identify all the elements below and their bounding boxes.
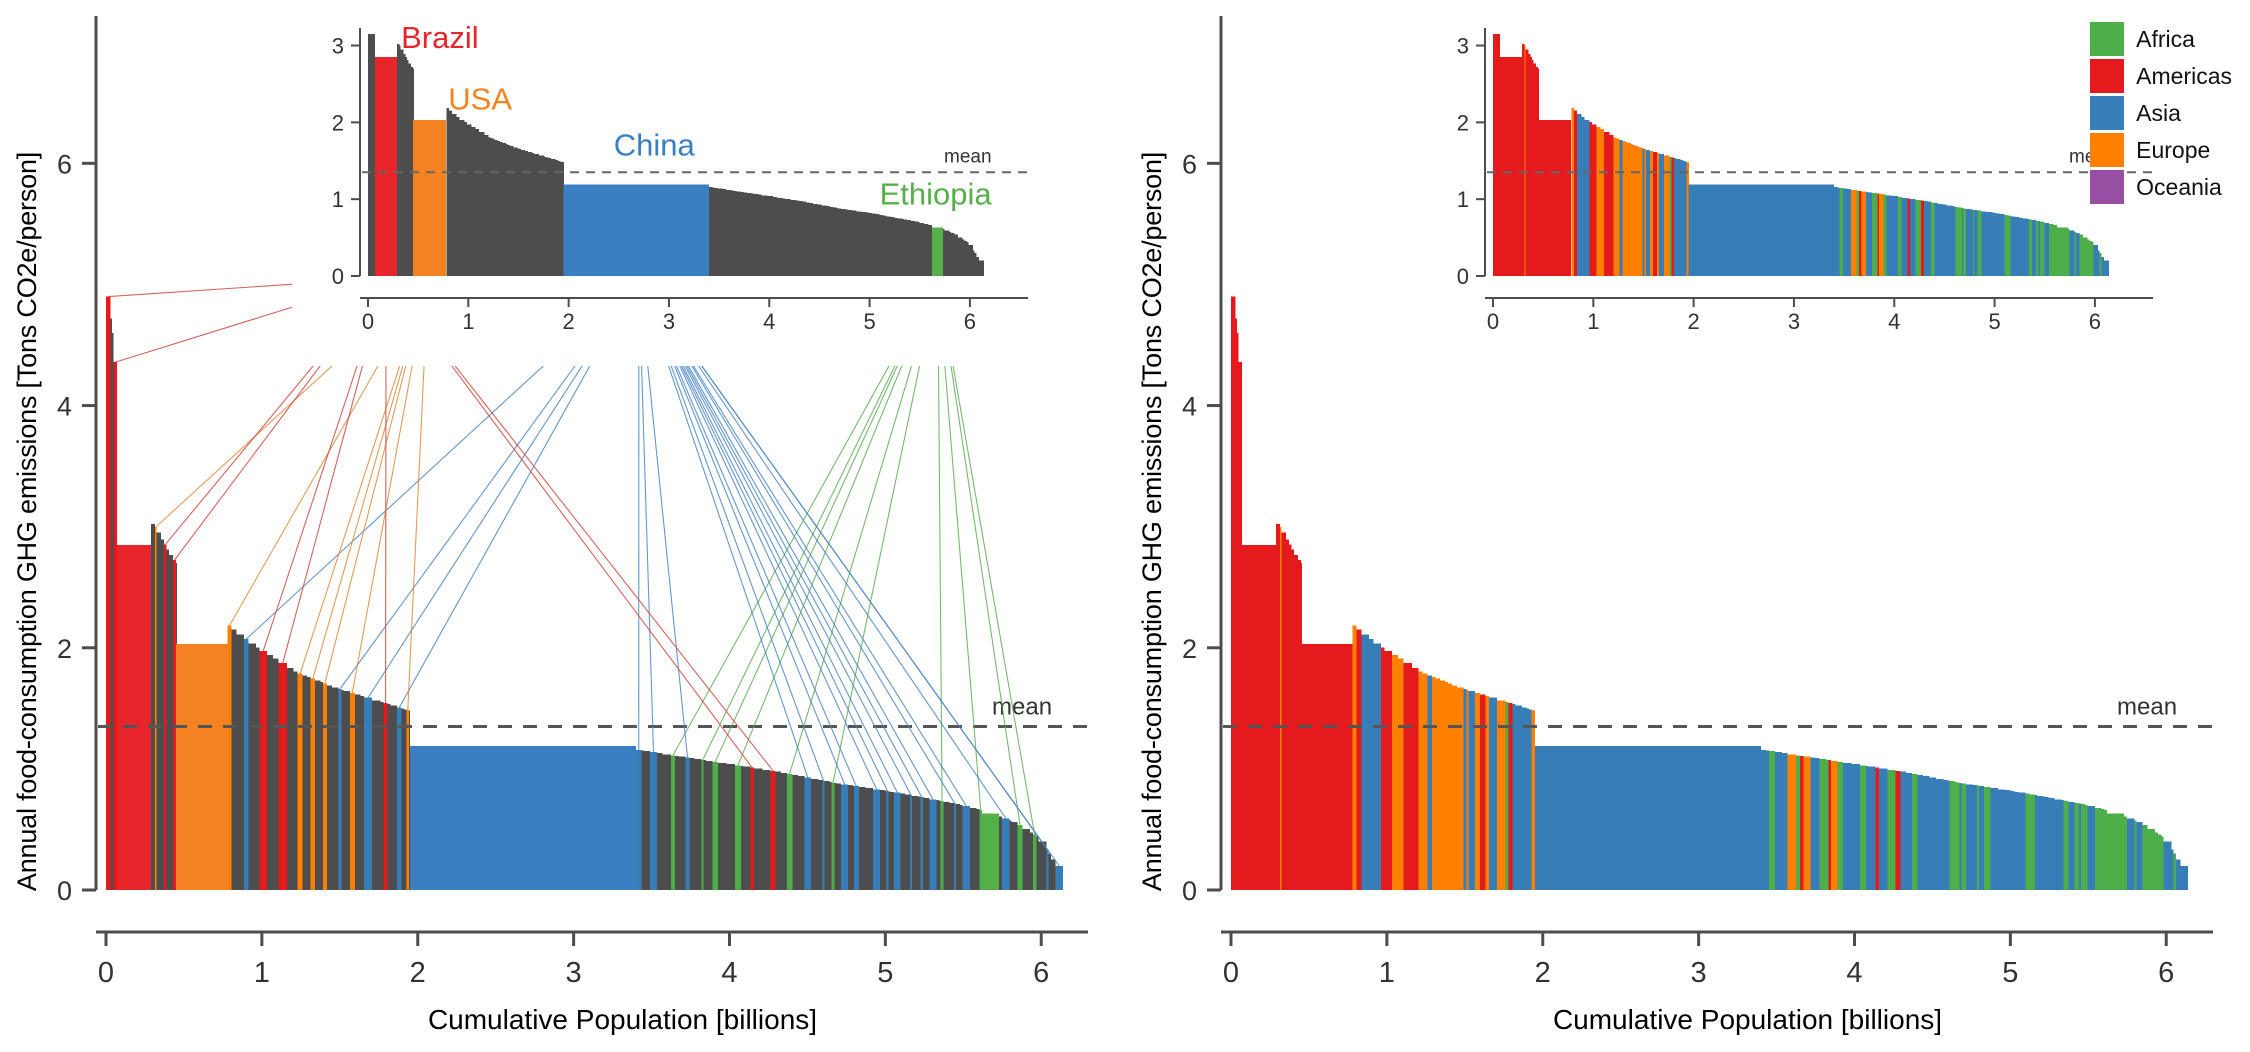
- panel-left: Annual food-consumption GHG emissions [T…: [0, 0, 1125, 1042]
- legend-swatch-americas: [2090, 59, 2124, 93]
- svg-text:4: 4: [1888, 309, 1900, 334]
- callout-label-ethiopia: Ethiopia: [880, 177, 993, 212]
- panel-right: Annual food-consumption GHG emissions [T…: [1125, 0, 2250, 1042]
- continent-legend: Africa Americas Asia Europe Oceania: [2090, 22, 2232, 207]
- svg-text:3: 3: [1691, 957, 1707, 989]
- svg-text:4: 4: [57, 392, 72, 422]
- svg-text:0: 0: [332, 264, 344, 289]
- svg-text:mean: mean: [2117, 694, 2177, 721]
- svg-text:3: 3: [1457, 34, 1469, 59]
- svg-text:1: 1: [1587, 309, 1599, 334]
- legend-item-oceania[interactable]: Oceania: [2090, 170, 2232, 204]
- svg-text:5: 5: [863, 309, 875, 334]
- callout-label-usa: USA: [448, 81, 512, 116]
- svg-text:5: 5: [877, 957, 893, 989]
- legend-item-africa[interactable]: Africa: [2090, 22, 2232, 56]
- svg-text:1: 1: [1457, 187, 1469, 212]
- svg-text:0: 0: [1223, 957, 1239, 989]
- svg-text:5: 5: [2002, 957, 2018, 989]
- svg-text:0: 0: [57, 876, 72, 906]
- svg-text:3: 3: [332, 34, 344, 59]
- svg-text:6: 6: [2089, 309, 2101, 334]
- legend-swatch-europe: [2090, 133, 2124, 167]
- svg-text:1: 1: [462, 309, 474, 334]
- svg-text:2: 2: [1688, 309, 1700, 334]
- svg-text:2: 2: [563, 309, 575, 334]
- svg-text:0: 0: [1487, 309, 1499, 334]
- svg-text:6: 6: [1182, 149, 1197, 179]
- legend-label: Oceania: [2136, 174, 2222, 201]
- legend-item-americas[interactable]: Americas: [2090, 59, 2232, 93]
- legend-item-europe[interactable]: Europe: [2090, 133, 2232, 167]
- svg-text:0: 0: [98, 957, 114, 989]
- svg-text:3: 3: [663, 309, 675, 334]
- svg-text:0: 0: [1182, 876, 1197, 906]
- svg-text:4: 4: [721, 957, 737, 989]
- svg-text:4: 4: [763, 309, 775, 334]
- svg-text:6: 6: [2158, 957, 2174, 989]
- svg-text:3: 3: [1788, 309, 1800, 334]
- svg-text:0: 0: [1457, 264, 1469, 289]
- legend-label: Africa: [2136, 26, 2195, 53]
- svg-text:6: 6: [1033, 957, 1049, 989]
- y-axis-label-left: Annual food-consumption GHG emissions [T…: [6, 0, 50, 1042]
- y-axis-label-right: Annual food-consumption GHG emissions [T…: [1131, 0, 1175, 1042]
- svg-text:2: 2: [57, 634, 72, 664]
- svg-text:1: 1: [254, 957, 270, 989]
- svg-text:2: 2: [1457, 110, 1469, 135]
- legend-swatch-asia: [2090, 96, 2124, 130]
- svg-text:4: 4: [1182, 392, 1197, 422]
- svg-text:2: 2: [410, 957, 426, 989]
- svg-text:4: 4: [1846, 957, 1862, 989]
- svg-text:6: 6: [57, 149, 72, 179]
- svg-text:mean: mean: [944, 146, 992, 167]
- legend-swatch-oceania: [2090, 170, 2124, 204]
- callout-label-china: China: [614, 128, 696, 163]
- legend-swatch-africa: [2090, 22, 2124, 56]
- svg-text:6: 6: [964, 309, 976, 334]
- legend-label: Europe: [2136, 137, 2210, 164]
- svg-text:3: 3: [566, 957, 582, 989]
- svg-text:2: 2: [1182, 634, 1197, 664]
- svg-text:0: 0: [362, 309, 374, 334]
- svg-text:1: 1: [1379, 957, 1395, 989]
- svg-text:1: 1: [332, 187, 344, 212]
- callout-label-brazil: Brazil: [401, 20, 479, 55]
- x-axis-label-left: Cumulative Population [billions]: [0, 1004, 1185, 1036]
- svg-text:5: 5: [1988, 309, 2000, 334]
- legend-item-asia[interactable]: Asia: [2090, 96, 2232, 130]
- legend-label: Asia: [2136, 100, 2181, 127]
- svg-text:2: 2: [332, 110, 344, 135]
- legend-label: Americas: [2136, 63, 2232, 90]
- svg-text:2: 2: [1535, 957, 1551, 989]
- x-axis-label-right: Cumulative Population [billions]: [1125, 1004, 2250, 1036]
